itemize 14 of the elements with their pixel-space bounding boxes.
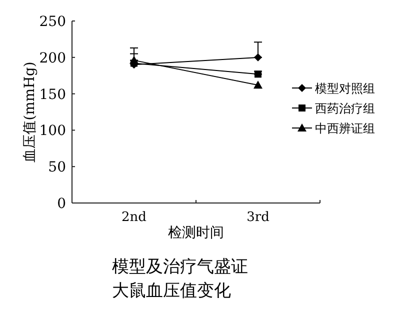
y-tick-label: 100	[39, 123, 66, 140]
y-tick-label: 50	[48, 160, 66, 176]
legend-label: 模型对照组	[315, 82, 375, 96]
y-tick-label: 0	[57, 196, 66, 212]
x-tick-label: 2nd	[122, 210, 146, 225]
y-axis-title: 血压值(mmHg)	[22, 62, 38, 162]
y-tick-label: 150	[39, 86, 66, 103]
legend-label: 中西辨证组	[315, 122, 375, 136]
x-tick-label: 3rd	[246, 210, 270, 225]
y-tick-label: 250	[39, 14, 66, 30]
legend-label: 西药治疗组	[315, 102, 375, 116]
y-tick-label: 200	[39, 50, 66, 66]
x-axis-title: 检测时间	[168, 225, 224, 241]
text: 模型及治疗气盛证大鼠血压值变化	[112, 256, 249, 303]
